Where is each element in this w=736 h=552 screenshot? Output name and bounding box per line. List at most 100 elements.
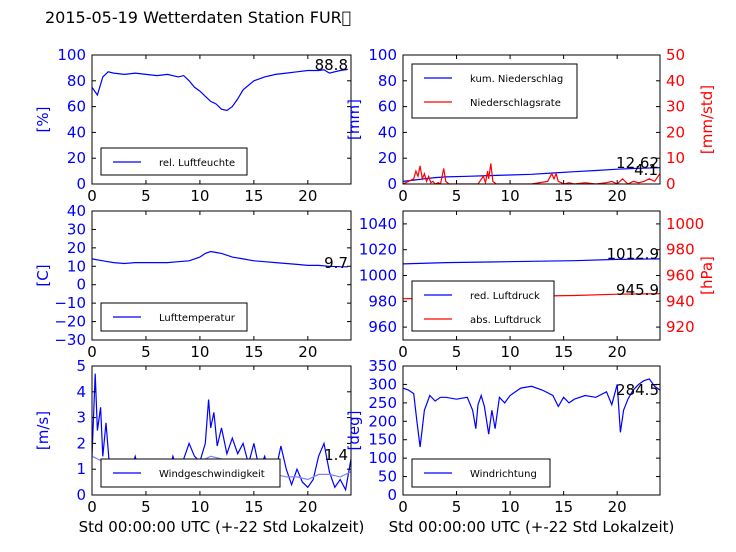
x-tick-label: 0 <box>87 343 97 361</box>
x-tick-label: 20 <box>298 498 317 516</box>
legend-label: Windgeschwindigkeit <box>159 469 265 480</box>
y-tick-label: 150 <box>368 431 397 449</box>
x-tick-label: 5 <box>141 498 151 516</box>
legend: Windrichtung <box>411 458 551 488</box>
x-tick-label: 5 <box>141 187 151 205</box>
legend-label: kum. Niederschlag <box>470 74 563 85</box>
series-line-1 <box>403 378 660 448</box>
y-tick-label: 0 <box>387 486 397 504</box>
value-annotation: 4.1 <box>634 161 658 179</box>
x-tick-label: 20 <box>608 498 627 516</box>
series-line-1 <box>92 68 348 112</box>
x-axis-label: Std 00:00:00 UTC (+-22 Std Lokalzeit) <box>389 518 675 536</box>
legend-label: rel. Luftfeuchte <box>159 158 235 169</box>
x-axis-label: Std 00:00:00 UTC (+-22 Std Lokalzeit) <box>79 518 365 536</box>
legend-label: Niederschlagsrate <box>470 98 561 109</box>
x-tick-label: 15 <box>244 498 263 516</box>
legend-label: Windrichtung <box>470 469 537 480</box>
y-tick-label: 20 <box>67 239 86 257</box>
legend: Lufttemperatur <box>100 302 248 332</box>
y-tick-label: 1020 <box>359 241 397 259</box>
x-tick-label: 5 <box>452 187 462 205</box>
x-tick-label: 15 <box>554 498 573 516</box>
wind-speed-panel: 0 5 10 15 20 0 1 2 3 4 5 [m/s] Std 00:00:00 UTC (+-2… <box>34 357 364 536</box>
x-tick-label: 10 <box>190 343 209 361</box>
y2-tick-label: 940 <box>666 292 695 310</box>
value-annotation: 1.4 <box>324 446 348 464</box>
y-tick-label: 0 <box>76 175 86 193</box>
x-tick-label: 10 <box>501 498 520 516</box>
x-tick-label: 10 <box>190 498 209 516</box>
y-tick-label: 40 <box>67 123 86 141</box>
value-annotation: 12.62 <box>616 154 659 172</box>
legend: red. Luftdruck abs. Luftdruck <box>411 280 555 332</box>
y-tick-label: 3 <box>76 409 86 427</box>
y-tick-label: 980 <box>368 292 397 310</box>
y-axis-label: [deg] <box>345 411 363 451</box>
legend-label: Lufttemperatur <box>159 313 236 324</box>
plot-frame <box>91 210 352 341</box>
x-tick-label: 0 <box>398 498 408 516</box>
y-axis-label: [%] <box>34 107 52 133</box>
y-tick-label: 40 <box>378 123 397 141</box>
y2-tick-label: 920 <box>666 318 695 336</box>
x-tick-label: 20 <box>298 187 317 205</box>
y-tick-label: 0 <box>76 276 86 294</box>
y2-tick-label: 1000 <box>666 215 704 233</box>
y-tick-label: 960 <box>368 318 397 336</box>
humidity-panel: 0 5 10 15 20 0 20 40 60 80 100 [%] rel. Luftfeuchte 8… <box>34 46 352 205</box>
x-tick-label: 10 <box>190 187 209 205</box>
y-axis-label: [mm] <box>345 99 363 140</box>
legend-box <box>411 280 555 332</box>
plot-frame <box>402 54 661 185</box>
y-tick-label: 50 <box>378 468 397 486</box>
legend-label: red. Luftdruck <box>470 291 540 302</box>
value-annotation: 9.7 <box>324 254 348 272</box>
x-tick-label: 15 <box>244 187 263 205</box>
series-line-1 <box>403 258 660 265</box>
y-tick-label: 1040 <box>359 215 397 233</box>
y2-axis-label: [mm/std] <box>698 85 716 154</box>
y-tick-label: 0 <box>387 175 397 193</box>
x-tick-label: 20 <box>608 187 627 205</box>
value-annotation: 945.9 <box>616 281 659 299</box>
temperature-panel: 0 5 10 15 20−30−20−10010203040[C]Lufttempera… <box>34 202 352 361</box>
y-tick-label: 5 <box>76 357 86 375</box>
x-tick-label: 5 <box>141 343 151 361</box>
y2-tick-label: 50 <box>666 46 685 64</box>
y2-tick-label: 10 <box>666 149 685 167</box>
y-tick-label: 350 <box>368 357 397 375</box>
legend: kum. Niederschlag Niederschlagsrate <box>411 63 578 119</box>
x-tick-label: 20 <box>298 343 317 361</box>
y-tick-label: 1 <box>76 460 86 478</box>
x-tick-label: 10 <box>501 187 520 205</box>
x-tick-label: 10 <box>501 343 520 361</box>
y-tick-label: 60 <box>67 98 86 116</box>
y2-tick-label: 960 <box>666 267 695 285</box>
series-group <box>403 378 660 448</box>
x-tick-label: 0 <box>87 498 97 516</box>
y2-tick-label: 30 <box>666 98 685 116</box>
y-axis-label: [C] <box>34 264 52 286</box>
pressure-panel: 0 5 10 15 20 960 980 1000 1020 1040 920 940 960 980 10… <box>359 210 716 361</box>
series-group <box>92 250 348 268</box>
y-tick-label: 100 <box>368 449 397 467</box>
legend-box <box>411 63 578 119</box>
y-tick-label: 2 <box>76 434 86 452</box>
x-tick-label: 0 <box>87 187 97 205</box>
x-tick-label: 0 <box>398 343 408 361</box>
x-tick-label: 0 <box>398 187 408 205</box>
value-annotation: 1012.9 <box>607 245 660 263</box>
x-tick-label: 20 <box>608 343 627 361</box>
y-tick-label: 100 <box>57 46 86 64</box>
legend: rel. Luftfeuchte <box>100 147 248 176</box>
x-tick-label: 5 <box>452 498 462 516</box>
x-tick-label: 15 <box>554 187 573 205</box>
y2-tick-label: 0 <box>666 175 676 193</box>
y2-tick-label: 40 <box>666 72 685 90</box>
y-tick-label: −30 <box>54 331 86 349</box>
x-tick-label: 15 <box>554 343 573 361</box>
y-tick-label: 20 <box>378 149 397 167</box>
y-tick-label: 80 <box>378 72 397 90</box>
